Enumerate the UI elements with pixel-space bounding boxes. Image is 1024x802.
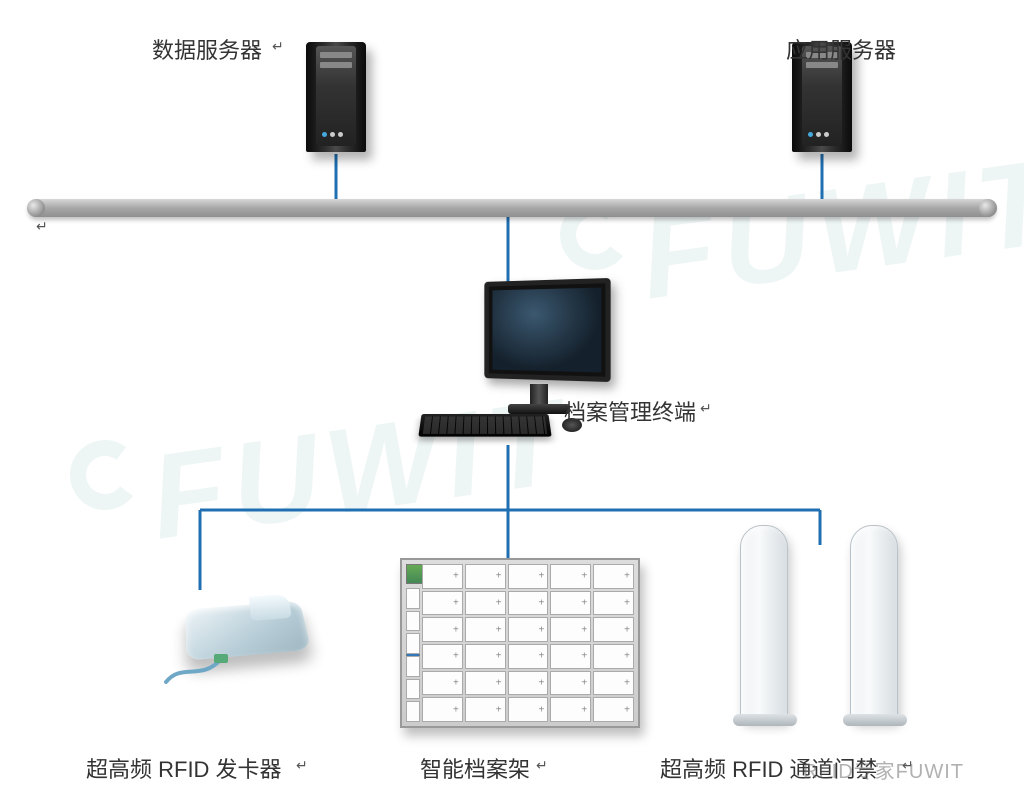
archive-terminal-label: 档案管理终端: [564, 395, 696, 427]
rfid-gate-icon: [740, 525, 920, 735]
rfid-card-reader-label: 超高频 RFID 发卡器: [86, 752, 282, 784]
arrow-marker-icon: ↵: [536, 757, 548, 774]
arrow-marker-icon: ↵: [36, 218, 48, 235]
app-server-label-real: 应用服务器: [786, 33, 896, 65]
data-server-label: 数据服务器: [152, 33, 262, 65]
arrow-marker-icon: ↵: [296, 757, 308, 774]
rfid-card-reader-icon: [168, 590, 318, 680]
network-bus-bar: [28, 199, 996, 217]
arrow-marker-icon: ↵: [272, 38, 284, 55]
footer-watermark: RFID专家FUWIT: [803, 755, 964, 784]
smart-archive-shelf-label: 智能档案架: [420, 752, 530, 784]
smart-archive-shelf-icon: [400, 558, 640, 728]
arrow-marker-icon: ↵: [700, 400, 712, 417]
data-server-icon: [306, 42, 366, 157]
